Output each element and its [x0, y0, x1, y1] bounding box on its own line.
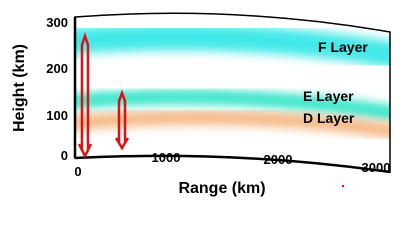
ray-e-head	[114, 137, 130, 151]
ray-f-head	[77, 143, 93, 159]
ray-e	[117, 89, 127, 143]
x-tick-label: 2000	[264, 152, 293, 167]
d-band	[75, 110, 390, 139]
y-tick-label: 200	[46, 61, 68, 76]
layer-label: D Layer	[303, 110, 355, 126]
y-tick-label: 300	[46, 15, 68, 30]
e-band	[75, 90, 390, 121]
y-tick-label: 100	[46, 108, 68, 123]
ray-f	[80, 32, 90, 150]
x-tick-label: 1000	[152, 150, 181, 165]
y-axis-title: Height (km)	[11, 44, 28, 132]
rays	[77, 32, 130, 159]
marker	[342, 185, 344, 187]
x-axis	[74, 154, 391, 174]
y-tick-label: 0	[61, 148, 68, 163]
ionosphere-diagram: 300 200 100 0 0 1000 2000 3000 Height (k…	[11, 12, 391, 197]
x-tick-label: 0	[74, 164, 81, 179]
layer-label: F Layer	[318, 39, 368, 55]
x-tick-label: 3000	[362, 160, 391, 175]
x-axis-title: Range (km)	[178, 180, 265, 197]
layer-bands	[75, 24, 390, 139]
layer-label: E Layer	[303, 88, 354, 104]
f-band	[75, 24, 390, 69]
